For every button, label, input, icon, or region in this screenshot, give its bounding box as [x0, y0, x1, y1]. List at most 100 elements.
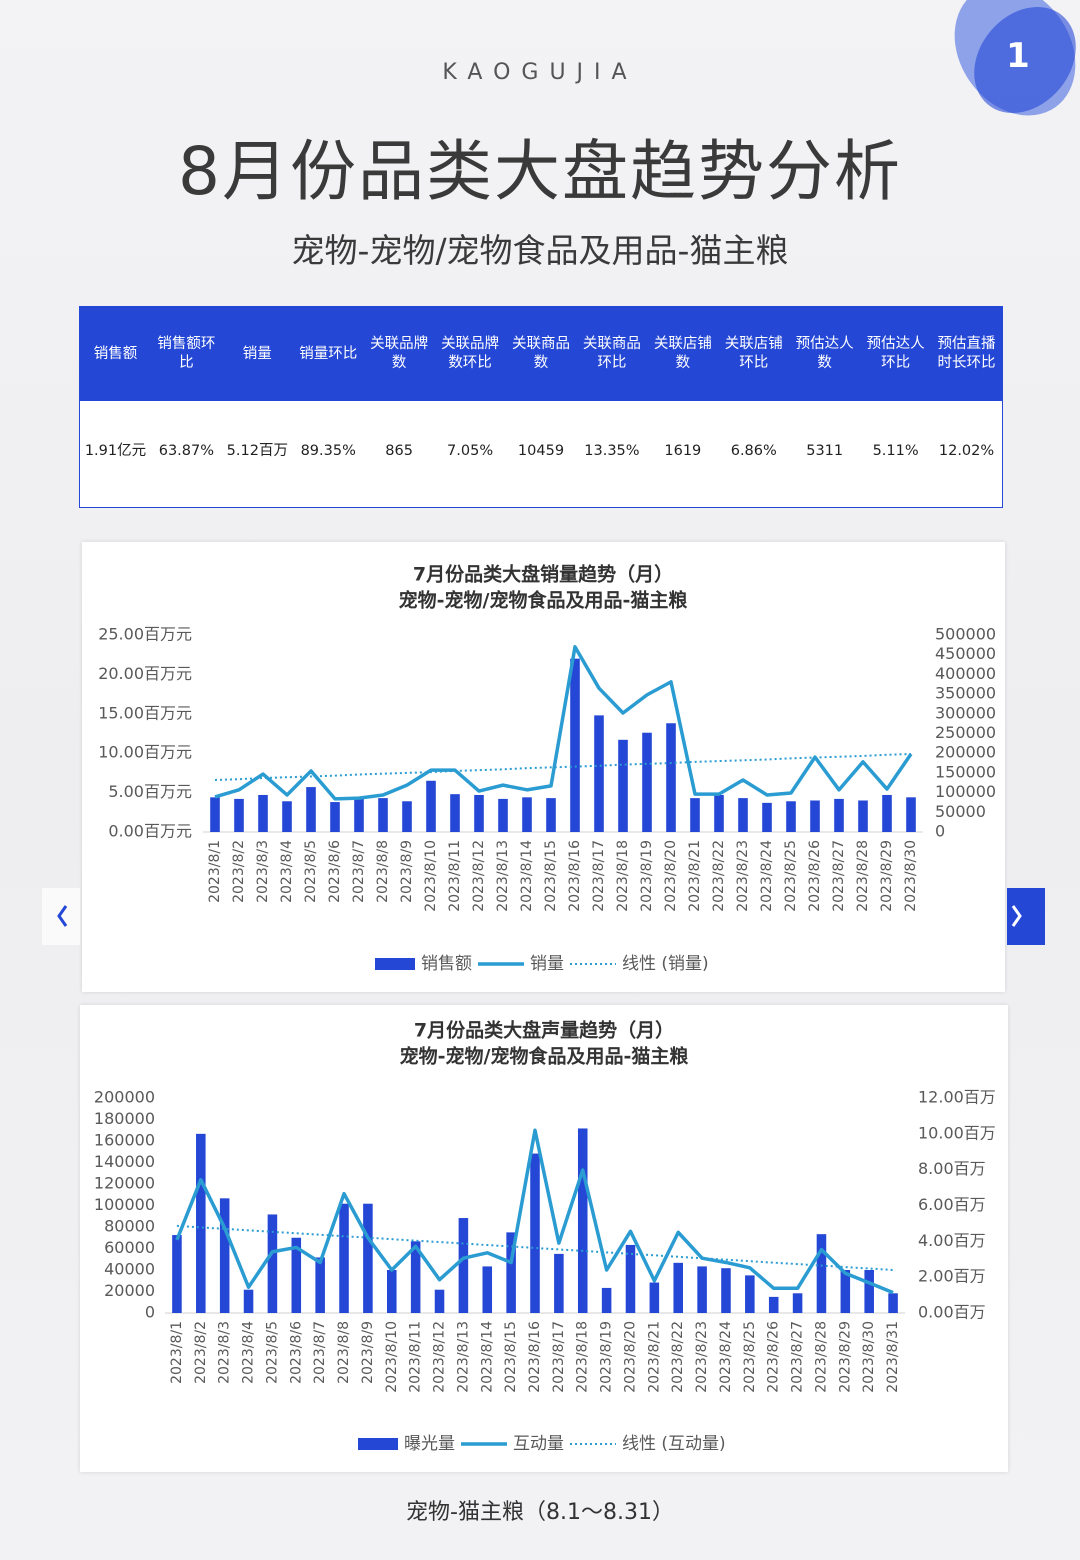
- bar: [363, 1203, 373, 1313]
- header-cell: 预估直播时长环比: [937, 336, 996, 371]
- legend-label: 销量: [530, 954, 564, 974]
- header-cell: 关联店铺数: [653, 336, 712, 371]
- x-tick-label: 2023/8/29: [879, 840, 895, 912]
- cell: 1619: [664, 442, 702, 459]
- x-tick-label: 2023/8/13: [495, 840, 511, 912]
- x-tick-label: 2023/8/22: [670, 1321, 686, 1393]
- x-tick-label: 2023/8/6: [327, 840, 343, 903]
- header-cell: 关联店铺环比: [724, 336, 783, 371]
- y-tick-label: 60000: [104, 1238, 155, 1257]
- x-tick-label: 2023/8/3: [255, 840, 271, 903]
- x-tick-label: 2023/8/24: [759, 840, 775, 912]
- bar: [601, 1287, 612, 1313]
- bar: [196, 1133, 206, 1313]
- brand: KAOGUJIA: [442, 60, 638, 85]
- bar: [291, 1237, 302, 1313]
- chart-subtitle: 宠物-宠物/宠物食品及用品-猫主粮: [399, 589, 688, 612]
- chart-subtitle: 宠物-宠物/宠物食品及用品-猫主粮: [400, 1045, 689, 1068]
- y2-tick-label: 100000: [935, 782, 996, 801]
- header-cell: 销量环比: [299, 345, 358, 362]
- bar: [714, 794, 724, 832]
- bar: [768, 1296, 779, 1313]
- y2-tick-label: 50000: [935, 802, 986, 821]
- y2-tick-label: 300000: [935, 703, 996, 722]
- header-cell: 关联品牌数环比: [441, 336, 500, 371]
- bar: [618, 739, 628, 832]
- bar: [387, 1270, 397, 1313]
- bar: [792, 1293, 803, 1313]
- x-tick-label: 2023/8/13: [455, 1321, 471, 1393]
- x-tick-label: 2023/8/20: [663, 840, 679, 912]
- y2-tick-label: 2.00百万: [918, 1267, 986, 1286]
- header-cell: 预估达人数: [795, 336, 854, 371]
- header-cell: 销售额: [93, 345, 138, 362]
- bar: [354, 798, 364, 832]
- bar: [649, 1282, 660, 1313]
- bar: [546, 798, 556, 832]
- bar: [210, 797, 220, 832]
- bar: [738, 798, 748, 832]
- cell: 5.12百万: [226, 442, 288, 459]
- x-tick-label: 2023/8/23: [735, 840, 751, 912]
- x-tick-label: 2023/8/18: [575, 1321, 591, 1393]
- y-tick-label: 100000: [94, 1195, 155, 1214]
- bar: [450, 794, 460, 832]
- table: 销售额 销售额环比 销量 销量环比 关联品牌数 关联品牌数环比 关联商品数 关联商品环比 关联店…: [79, 306, 1003, 508]
- x-tick-label: 2023/8/23: [694, 1321, 710, 1393]
- y2-tick-label: 12.00百万: [918, 1088, 996, 1107]
- next-button[interactable]: [1007, 888, 1045, 945]
- x-tick-label: 2023/8/24: [718, 1321, 734, 1393]
- x-tick-label: 2023/8/25: [783, 840, 799, 912]
- bar: [697, 1266, 707, 1313]
- x-tick-label: 2023/8/16: [567, 840, 583, 912]
- x-tick-label: 2023/8/14: [519, 840, 535, 912]
- bar: [834, 798, 844, 832]
- bar: [458, 1218, 469, 1313]
- x-tick-label: 2023/8/8: [336, 1321, 352, 1384]
- x-tick-label: 2023/8/27: [831, 840, 847, 912]
- header-cell: 销售额环比: [157, 336, 216, 371]
- y2-tick-label: 250000: [935, 723, 996, 742]
- page-number: 1: [1006, 36, 1030, 76]
- x-tick-label: 2023/8/6: [288, 1321, 304, 1384]
- table-row: 1.91亿元 63.87% 5.12百万 89.35% 865 7.05% 10459 13.…: [80, 401, 1002, 501]
- y-tick-label: 80000: [104, 1217, 155, 1236]
- y2-tick-label: 10.00百万: [918, 1123, 996, 1142]
- x-tick-label: 2023/8/19: [639, 840, 655, 912]
- chart-card: [80, 1005, 1008, 1472]
- x-tick-label: 2023/8/7: [312, 1321, 328, 1384]
- y2-tick-label: 350000: [935, 684, 996, 703]
- y-tick-label: 160000: [94, 1131, 155, 1150]
- y-tick-label: 25.00百万元: [98, 625, 192, 644]
- legend-label: 曝光量: [404, 1434, 455, 1454]
- legend-label: 线性 (互动量): [622, 1434, 726, 1454]
- bar: [219, 1198, 230, 1313]
- x-tick-label: 2023/8/19: [599, 1321, 615, 1393]
- bar: [666, 723, 676, 832]
- x-tick-label: 2023/8/9: [360, 1321, 376, 1384]
- x-tick-label: 2023/8/1: [207, 840, 223, 903]
- bar: [625, 1244, 636, 1313]
- x-tick-label: 2023/8/10: [384, 1321, 400, 1393]
- bar: [258, 794, 268, 832]
- y-tick-label: 0.00百万元: [108, 822, 192, 841]
- y2-tick-label: 8.00百万: [918, 1159, 986, 1178]
- x-tick-label: 2023/8/28: [813, 1321, 829, 1393]
- bar: [642, 732, 652, 832]
- bar: [482, 1266, 493, 1313]
- bar: [426, 780, 436, 832]
- subtitle: 宠物-宠物/宠物食品及用品-猫主粮: [291, 231, 789, 270]
- bar: [858, 800, 868, 832]
- bar: [402, 801, 412, 832]
- bar: [882, 794, 892, 832]
- legend-label: 线性 (销量): [622, 954, 709, 974]
- y2-tick-label: 6.00百万: [918, 1195, 986, 1214]
- x-tick-label: 2023/8/11: [447, 840, 463, 912]
- bar: [810, 800, 820, 832]
- line: [214, 645, 913, 801]
- bar: [172, 1235, 182, 1313]
- bar: [594, 715, 604, 832]
- x-tick-label: 2023/8/31: [885, 1321, 901, 1393]
